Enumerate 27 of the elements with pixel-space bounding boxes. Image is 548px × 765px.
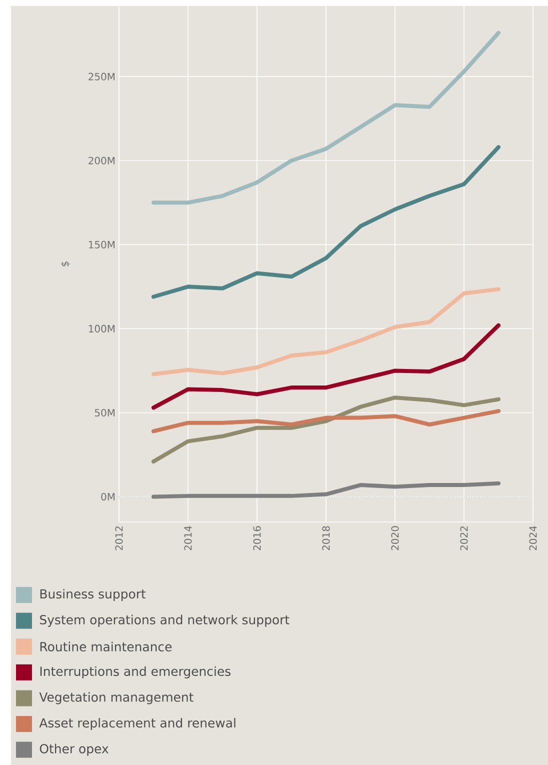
y-tick-label: 150M — [88, 240, 114, 248]
line-series — [152, 287, 501, 376]
line-series — [152, 145, 501, 299]
line-series — [152, 396, 501, 464]
legend-label: Vegetation management — [39, 692, 194, 704]
x-tick-label: 2018 — [322, 526, 330, 550]
legend-label: Other opex — [40, 744, 108, 756]
y-axis-title: $ — [60, 262, 70, 266]
line-series — [152, 30, 501, 205]
y-tick-label: 250M — [88, 72, 114, 80]
legend-label: Routine maintenance — [40, 642, 172, 652]
y-tick-label: 0M — [101, 493, 115, 501]
line-series — [152, 409, 501, 434]
legend-label: Interruptions and emergencies — [40, 666, 230, 678]
y-tick-label: 50M — [94, 408, 115, 417]
line-series — [152, 323, 501, 410]
x-tick-label: 2014 — [184, 526, 192, 550]
x-tick-label: 2022 — [460, 526, 468, 550]
legend-label: Business support — [40, 588, 146, 602]
x-tick-label: 2020 — [391, 526, 399, 550]
x-tick-label: 2012 — [115, 526, 123, 550]
x-tick-label: 2016 — [253, 526, 261, 550]
legend-label: System operations and network support — [40, 614, 290, 627]
y-tick-label: 200M — [88, 156, 114, 164]
y-tick-label: 100M — [88, 324, 114, 332]
x-tick-label: 2024 — [529, 526, 537, 550]
legend-label: Asset replacement and renewal — [39, 718, 236, 730]
